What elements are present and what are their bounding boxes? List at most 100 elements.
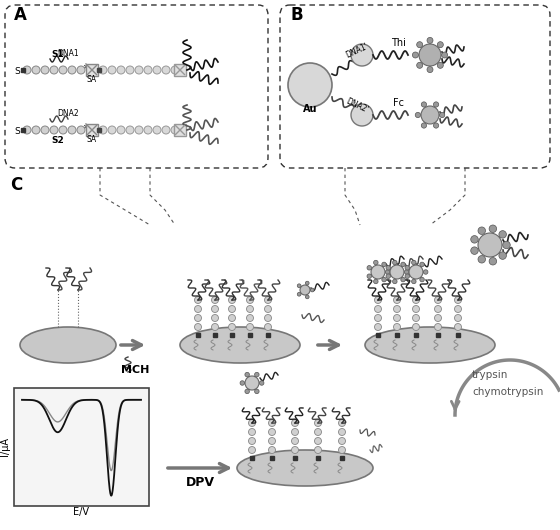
Circle shape — [471, 236, 478, 243]
Circle shape — [50, 66, 58, 74]
Circle shape — [249, 428, 255, 436]
Circle shape — [77, 66, 85, 74]
Text: DPV: DPV — [185, 476, 214, 489]
Bar — [174, 64, 186, 76]
Circle shape — [437, 42, 444, 48]
Circle shape — [435, 323, 441, 331]
Circle shape — [435, 296, 441, 304]
Circle shape — [371, 265, 385, 279]
Circle shape — [338, 437, 346, 445]
Circle shape — [413, 314, 419, 322]
Text: SA: SA — [87, 75, 97, 84]
Circle shape — [255, 389, 259, 394]
Circle shape — [249, 420, 255, 427]
Text: A: A — [14, 6, 27, 24]
Circle shape — [367, 266, 371, 270]
Text: E/V: E/V — [73, 507, 90, 517]
Circle shape — [228, 296, 236, 304]
Circle shape — [417, 42, 423, 48]
Circle shape — [162, 66, 170, 74]
Circle shape — [382, 262, 386, 267]
Ellipse shape — [365, 327, 495, 363]
Circle shape — [245, 376, 259, 390]
Circle shape — [264, 323, 272, 331]
Bar — [14, 388, 149, 506]
Text: Au: Au — [303, 104, 318, 114]
Ellipse shape — [237, 450, 373, 486]
Circle shape — [433, 102, 438, 107]
Circle shape — [50, 126, 58, 134]
Circle shape — [499, 231, 506, 238]
Circle shape — [240, 381, 245, 385]
Circle shape — [427, 38, 433, 43]
Circle shape — [171, 126, 179, 134]
Circle shape — [41, 66, 49, 74]
Text: MCH: MCH — [121, 365, 149, 375]
Circle shape — [315, 428, 321, 436]
Text: DNA1: DNA1 — [57, 49, 79, 58]
Circle shape — [135, 66, 143, 74]
Circle shape — [144, 126, 152, 134]
Circle shape — [246, 323, 254, 331]
Circle shape — [386, 274, 390, 278]
Circle shape — [212, 305, 218, 313]
Circle shape — [409, 265, 423, 279]
Text: C: C — [10, 176, 22, 194]
Circle shape — [228, 314, 236, 322]
Circle shape — [394, 314, 400, 322]
Circle shape — [23, 126, 31, 134]
Circle shape — [503, 241, 510, 249]
Circle shape — [471, 247, 478, 254]
Circle shape — [297, 284, 301, 288]
Circle shape — [268, 420, 276, 427]
Circle shape — [412, 279, 416, 284]
Circle shape — [375, 314, 381, 322]
Circle shape — [194, 296, 202, 304]
Circle shape — [268, 428, 276, 436]
Circle shape — [375, 296, 381, 304]
Circle shape — [489, 258, 497, 265]
Circle shape — [405, 274, 409, 278]
Circle shape — [144, 66, 152, 74]
Circle shape — [393, 279, 397, 284]
Circle shape — [421, 106, 439, 124]
Circle shape — [478, 227, 486, 234]
Circle shape — [413, 305, 419, 313]
Circle shape — [194, 323, 202, 331]
Circle shape — [41, 126, 49, 134]
Text: Thi: Thi — [390, 38, 405, 48]
Circle shape — [23, 66, 31, 74]
Bar — [86, 64, 98, 76]
Circle shape — [351, 44, 373, 66]
Circle shape — [367, 274, 371, 278]
Circle shape — [99, 126, 107, 134]
Circle shape — [59, 126, 67, 134]
Circle shape — [374, 279, 378, 284]
Circle shape — [32, 126, 40, 134]
Circle shape — [499, 252, 506, 259]
Text: SA: SA — [87, 135, 97, 144]
Circle shape — [255, 373, 259, 377]
Circle shape — [77, 126, 85, 134]
Circle shape — [246, 314, 254, 322]
Circle shape — [108, 126, 116, 134]
Circle shape — [455, 296, 461, 304]
Circle shape — [264, 305, 272, 313]
Circle shape — [126, 126, 134, 134]
Circle shape — [419, 44, 441, 66]
Circle shape — [249, 446, 255, 454]
Circle shape — [412, 52, 418, 58]
Circle shape — [268, 437, 276, 445]
Circle shape — [108, 66, 116, 74]
Circle shape — [117, 126, 125, 134]
Circle shape — [212, 314, 218, 322]
Circle shape — [415, 112, 421, 118]
Circle shape — [135, 126, 143, 134]
Text: S: S — [14, 66, 20, 75]
Circle shape — [153, 126, 161, 134]
Bar — [86, 124, 98, 136]
Circle shape — [420, 262, 424, 267]
Circle shape — [393, 260, 397, 265]
Circle shape — [305, 281, 309, 285]
Circle shape — [228, 305, 236, 313]
